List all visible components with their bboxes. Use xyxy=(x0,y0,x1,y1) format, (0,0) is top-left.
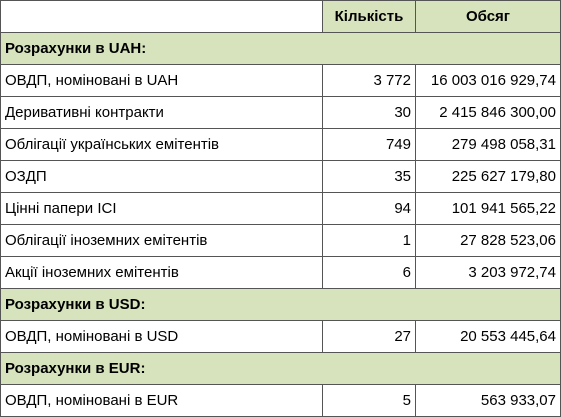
header-count: Кількість xyxy=(322,0,416,33)
row-name: Акції іноземних емітентів xyxy=(0,256,323,289)
section-title: Розрахунки в EUR: xyxy=(0,352,561,385)
row-volume: 279 498 058,31 xyxy=(415,128,561,161)
table-row: Акції іноземних емітентів 6 3 203 972,74 xyxy=(0,256,561,289)
row-count: 94 xyxy=(322,192,416,225)
section-title: Розрахунки в UAH: xyxy=(0,32,561,65)
table-row: ОЗДП 35 225 627 179,80 xyxy=(0,160,561,193)
row-name: ОВДП, номіновані в UAH xyxy=(0,64,323,97)
row-volume: 563 933,07 xyxy=(415,384,561,417)
row-name: ОЗДП xyxy=(0,160,323,193)
row-name: Облігації українських емітентів xyxy=(0,128,323,161)
table-row: Облігації українських емітентів 749 279 … xyxy=(0,128,561,161)
section-title: Розрахунки в USD: xyxy=(0,288,561,321)
header-volume: Обсяг xyxy=(415,0,561,33)
table-row: Цінні папери ICI 94 101 941 565,22 xyxy=(0,192,561,225)
row-volume: 16 003 016 929,74 xyxy=(415,64,561,97)
row-volume: 2 415 846 300,00 xyxy=(415,96,561,129)
table-row: ОВДП, номіновані в EUR 5 563 933,07 xyxy=(0,384,561,417)
section-row-usd: Розрахунки в USD: xyxy=(0,288,561,321)
row-count: 30 xyxy=(322,96,416,129)
row-volume: 101 941 565,22 xyxy=(415,192,561,225)
row-volume: 27 828 523,06 xyxy=(415,224,561,257)
row-name: Цінні папери ICI xyxy=(0,192,323,225)
row-count: 749 xyxy=(322,128,416,161)
row-name: ОВДП, номіновані в EUR xyxy=(0,384,323,417)
table-row: Облігації іноземних емітентів 1 27 828 5… xyxy=(0,224,561,257)
row-count: 5 xyxy=(322,384,416,417)
row-count: 35 xyxy=(322,160,416,193)
table-row: ОВДП, номіновані в USD 27 20 553 445,64 xyxy=(0,320,561,353)
row-volume: 225 627 179,80 xyxy=(415,160,561,193)
row-count: 6 xyxy=(322,256,416,289)
header-row: Кількість Обсяг xyxy=(0,0,561,33)
row-count: 3 772 xyxy=(322,64,416,97)
section-row-uah: Розрахунки в UAH: xyxy=(0,32,561,65)
row-name: ОВДП, номіновані в USD xyxy=(0,320,323,353)
table-row: Деривативні контракти 30 2 415 846 300,0… xyxy=(0,96,561,129)
row-count: 1 xyxy=(322,224,416,257)
table-row: ОВДП, номіновані в UAH 3 772 16 003 016 … xyxy=(0,64,561,97)
row-count: 27 xyxy=(322,320,416,353)
row-name: Облігації іноземних емітентів xyxy=(0,224,323,257)
row-name: Деривативні контракти xyxy=(0,96,323,129)
row-volume: 3 203 972,74 xyxy=(415,256,561,289)
section-row-eur: Розрахунки в EUR: xyxy=(0,352,561,385)
row-volume: 20 553 445,64 xyxy=(415,320,561,353)
header-blank-cell xyxy=(0,0,323,33)
